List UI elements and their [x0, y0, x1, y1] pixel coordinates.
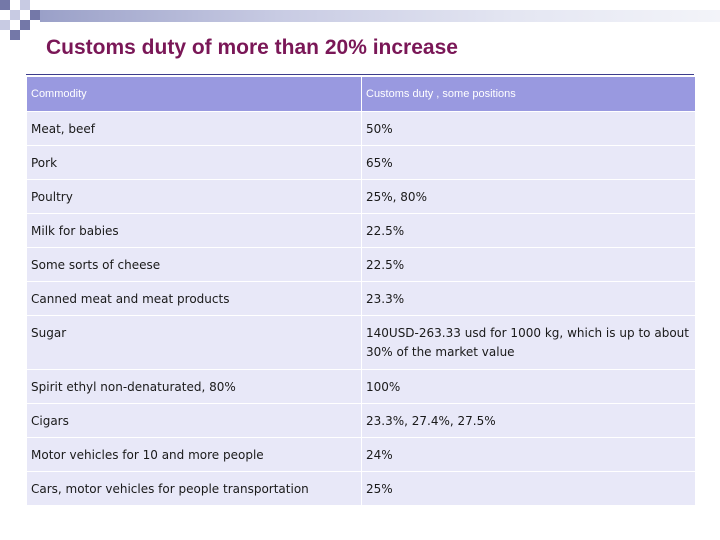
- commodity-cell: Spirit ethyl non-denaturated, 80%: [26, 369, 362, 404]
- table-row: Cars, motor vehicles for people transpor…: [26, 471, 696, 506]
- table-row: Sugar 140USD-263.33 usd for 1000 kg, whi…: [26, 315, 696, 370]
- header-customs-duty: Customs duty , some positions: [361, 76, 696, 112]
- commodity-cell: Pork: [26, 145, 362, 180]
- commodity-cell: Canned meat and meat products: [26, 281, 362, 316]
- duty-cell: 140USD-263.33 usd for 1000 kg, which is …: [361, 315, 696, 370]
- duty-cell: 50%: [361, 111, 696, 146]
- commodity-cell: Meat, beef: [26, 111, 362, 146]
- duty-cell: 100%: [361, 369, 696, 404]
- duty-cell: 23.3%, 27.4%, 27.5%: [361, 403, 696, 438]
- customs-duty-table: Commodity Customs duty , some positions …: [26, 76, 696, 506]
- decorative-checker-pattern: [0, 0, 60, 40]
- table-row: Some sorts of cheese 22.5%: [26, 247, 696, 282]
- header-commodity: Commodity: [26, 76, 362, 112]
- duty-cell: 22.5%: [361, 247, 696, 282]
- commodity-cell: Motor vehicles for 10 and more people: [26, 437, 362, 472]
- duty-cell: 25%: [361, 471, 696, 506]
- table-header-row: Commodity Customs duty , some positions: [26, 76, 696, 112]
- table-row: Motor vehicles for 10 and more people 24…: [26, 437, 696, 472]
- commodity-cell: Sugar: [26, 315, 362, 370]
- commodity-cell: Cigars: [26, 403, 362, 438]
- table-row: Canned meat and meat products 23.3%: [26, 281, 696, 316]
- title-divider: [26, 74, 694, 75]
- table-row: Milk for babies 22.5%: [26, 213, 696, 248]
- decorative-top-bar: [40, 10, 720, 22]
- table-row: Meat, beef 50%: [26, 111, 696, 146]
- commodity-cell: Poultry: [26, 179, 362, 214]
- commodity-cell: Cars, motor vehicles for people transpor…: [26, 471, 362, 506]
- commodity-cell: Milk for babies: [26, 213, 362, 248]
- duty-cell: 22.5%: [361, 213, 696, 248]
- table-row: Spirit ethyl non-denaturated, 80% 100%: [26, 369, 696, 404]
- table-row: Cigars 23.3%, 27.4%, 27.5%: [26, 403, 696, 438]
- duty-cell: 24%: [361, 437, 696, 472]
- duty-cell: 25%, 80%: [361, 179, 696, 214]
- table-row: Pork 65%: [26, 145, 696, 180]
- duty-cell: 65%: [361, 145, 696, 180]
- commodity-cell: Some sorts of cheese: [26, 247, 362, 282]
- slide-title: Customs duty of more than 20% increase: [46, 36, 458, 59]
- table-row: Poultry 25%, 80%: [26, 179, 696, 214]
- duty-cell: 23.3%: [361, 281, 696, 316]
